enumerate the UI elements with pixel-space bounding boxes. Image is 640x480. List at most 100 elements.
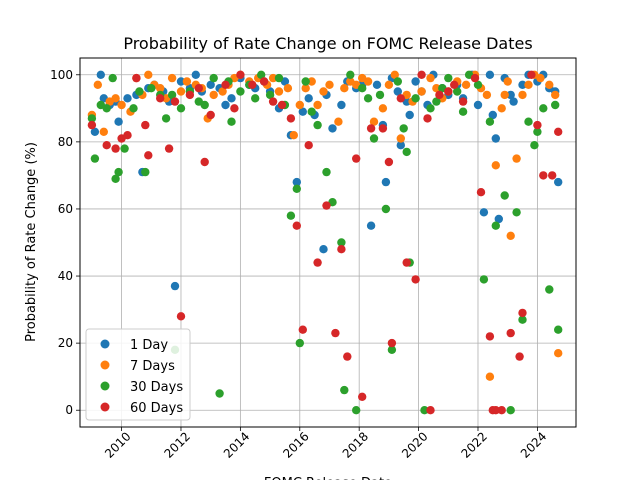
data-point bbox=[539, 171, 548, 180]
data-point bbox=[387, 338, 397, 348]
data-point bbox=[530, 141, 539, 150]
legend-marker bbox=[100, 381, 110, 391]
data-point bbox=[417, 70, 426, 80]
data-point bbox=[473, 100, 483, 110]
data-point bbox=[218, 87, 227, 96]
data-point bbox=[426, 406, 435, 415]
data-point bbox=[497, 406, 506, 415]
data-point bbox=[378, 104, 388, 113]
data-point bbox=[111, 174, 120, 183]
data-point bbox=[200, 157, 209, 167]
data-point bbox=[209, 73, 218, 83]
data-point bbox=[396, 134, 405, 143]
data-point bbox=[551, 90, 560, 100]
data-point bbox=[485, 117, 495, 126]
data-point bbox=[527, 70, 536, 80]
data-point bbox=[313, 120, 322, 130]
data-point bbox=[191, 70, 200, 80]
data-point bbox=[551, 100, 560, 110]
legend-marker bbox=[100, 360, 110, 370]
data-point bbox=[144, 151, 153, 160]
data-point bbox=[304, 141, 313, 150]
y-tick-label: 40 bbox=[58, 269, 73, 283]
data-point bbox=[369, 134, 379, 143]
data-point bbox=[366, 221, 376, 230]
data-point bbox=[251, 94, 260, 103]
data-point bbox=[289, 131, 298, 140]
data-point bbox=[450, 80, 459, 90]
data-point bbox=[337, 238, 346, 247]
data-point bbox=[420, 406, 429, 415]
data-point bbox=[123, 131, 132, 140]
data-point bbox=[491, 134, 500, 143]
data-point bbox=[423, 114, 432, 123]
data-point bbox=[120, 144, 129, 153]
data-point bbox=[539, 104, 548, 113]
data-point bbox=[167, 73, 177, 83]
data-point bbox=[488, 110, 497, 120]
data-point bbox=[135, 87, 144, 96]
data-point bbox=[185, 90, 195, 100]
data-point bbox=[90, 127, 100, 136]
data-point bbox=[417, 87, 426, 96]
data-point bbox=[147, 84, 156, 93]
data-point bbox=[221, 100, 230, 110]
data-point bbox=[485, 70, 495, 80]
data-point bbox=[176, 87, 186, 96]
data-point bbox=[381, 177, 391, 187]
data-point bbox=[340, 84, 349, 93]
data-point bbox=[301, 77, 310, 86]
data-point bbox=[411, 275, 420, 284]
data-point bbox=[518, 80, 527, 90]
data-point bbox=[274, 87, 284, 96]
data-point bbox=[512, 154, 521, 163]
data-point bbox=[405, 110, 414, 120]
data-point bbox=[322, 201, 331, 210]
legend: 1 Day 7 Days 30 Days 60 Days bbox=[85, 328, 191, 421]
data-point bbox=[402, 147, 411, 157]
data-point bbox=[402, 258, 411, 267]
data-point bbox=[473, 80, 483, 90]
data-point bbox=[259, 77, 269, 86]
data-point bbox=[176, 312, 186, 321]
data-points bbox=[87, 70, 563, 415]
legend-box bbox=[85, 328, 191, 421]
data-point bbox=[215, 389, 224, 398]
data-point bbox=[114, 167, 123, 177]
data-point bbox=[458, 107, 468, 116]
data-point bbox=[236, 87, 245, 96]
data-point bbox=[156, 94, 165, 103]
data-point bbox=[545, 285, 554, 294]
data-point bbox=[319, 245, 328, 254]
y-tick-label: 0 bbox=[65, 403, 73, 417]
data-point bbox=[533, 127, 542, 136]
data-point bbox=[277, 100, 287, 110]
data-point bbox=[363, 77, 373, 86]
x-tick-label: 2022 bbox=[459, 429, 490, 460]
data-point bbox=[491, 161, 500, 170]
data-point bbox=[340, 385, 349, 395]
data-point bbox=[435, 90, 444, 100]
data-point bbox=[227, 117, 236, 126]
data-point bbox=[518, 315, 527, 324]
data-point bbox=[170, 97, 180, 106]
data-point bbox=[352, 154, 361, 163]
data-point bbox=[337, 245, 346, 254]
data-point bbox=[206, 80, 215, 90]
data-point bbox=[393, 77, 402, 86]
data-point bbox=[554, 349, 563, 358]
data-point bbox=[536, 73, 545, 83]
series-60-days bbox=[87, 70, 563, 415]
data-point bbox=[141, 120, 150, 130]
data-point bbox=[461, 80, 471, 90]
data-point bbox=[548, 171, 557, 180]
data-point bbox=[295, 338, 304, 348]
data-point bbox=[366, 124, 376, 133]
data-point bbox=[298, 325, 307, 334]
data-point bbox=[491, 406, 500, 415]
data-point bbox=[470, 73, 480, 83]
data-point bbox=[506, 90, 515, 100]
data-point bbox=[108, 73, 117, 83]
data-point bbox=[182, 77, 192, 86]
data-point bbox=[524, 117, 533, 126]
